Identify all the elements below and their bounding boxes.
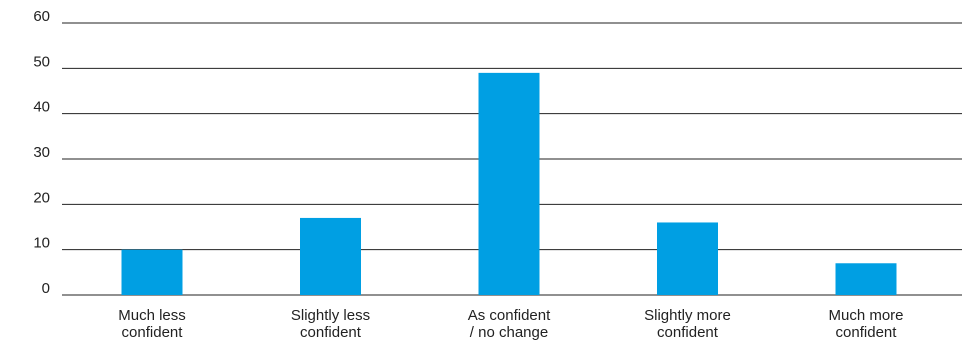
bar-1 [300,217,361,295]
x-category-label-line: Slightly more [644,307,731,324]
x-category-label-line: Slightly less [291,307,370,324]
bar-4 [835,263,897,295]
y-axis-ticks: 0 10 20 30 40 50 60 [33,8,50,297]
x-category-label-line: confident [122,324,184,341]
x-category-label: Slightly more confident [644,307,731,341]
y-tick-label: 20 [33,189,50,206]
x-category-label: Much more confident [828,307,903,341]
y-tick-label: 10 [33,235,50,252]
x-category-label-line: confident [836,324,898,341]
y-tick-label: 40 [33,99,50,116]
bar-0 [121,249,183,295]
y-tick-label: 0 [42,280,50,297]
bars [121,72,897,295]
y-tick-label: 30 [33,144,50,161]
x-category-label-line: As confident [468,307,551,324]
bar-3 [657,222,718,295]
x-category-label-line: confident [657,324,719,341]
bar-2 [478,72,540,295]
x-category-label-line: confident [300,324,362,341]
y-tick-label: 60 [33,8,50,25]
x-category-label: Much less confident [118,307,186,341]
x-category-label-line: Much less [118,307,186,324]
x-category-label-line: / no change [470,324,548,341]
x-category-label: Slightly less confident [291,307,370,341]
x-category-label-line: Much more [828,307,903,324]
y-tick-label: 50 [33,53,50,70]
x-category-label: As confident / no change [468,307,551,341]
